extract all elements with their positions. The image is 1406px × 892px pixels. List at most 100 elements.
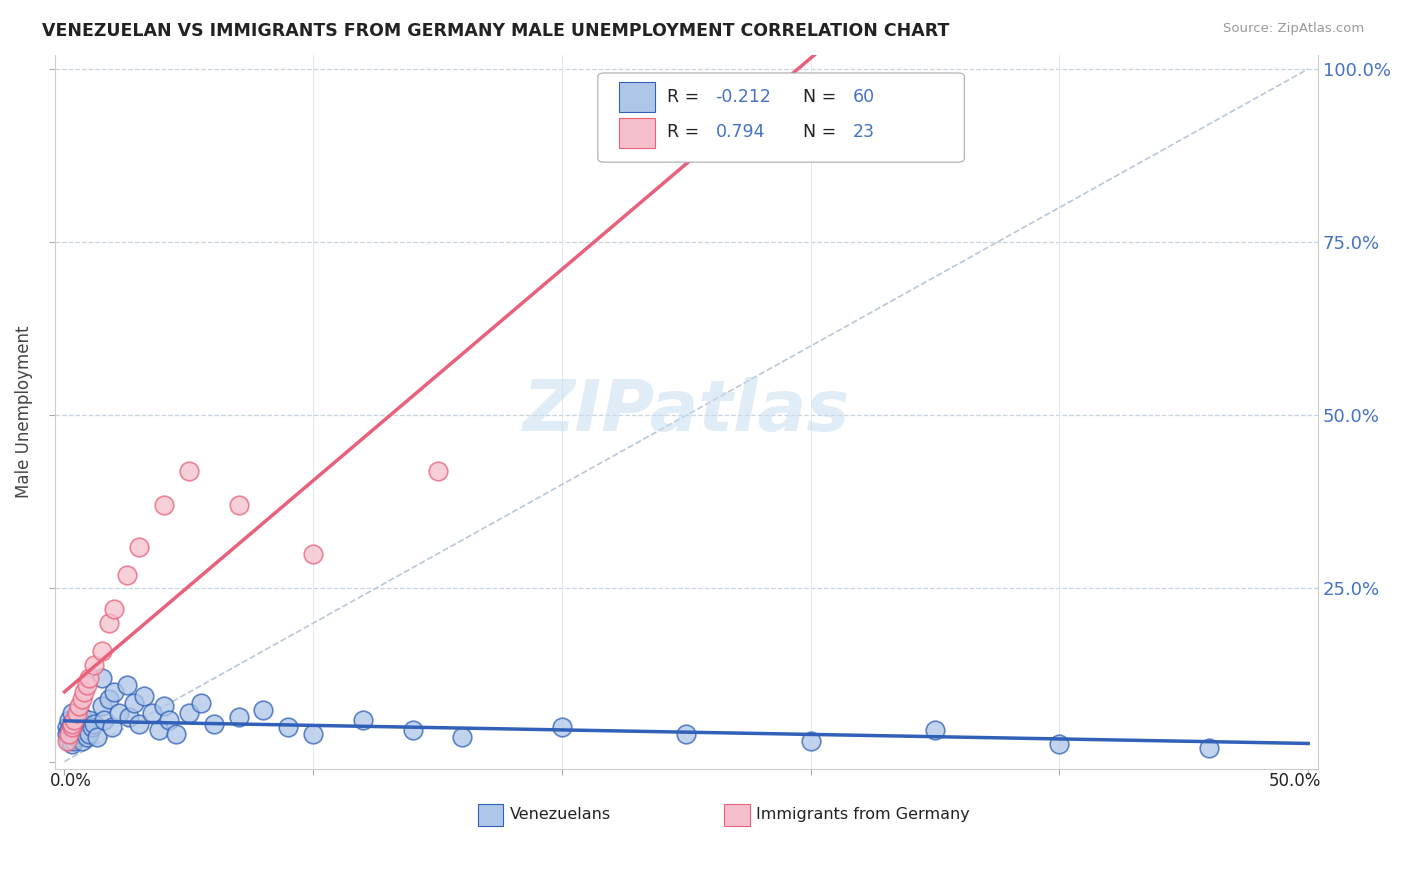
Point [67,699,90,714]
Point [79,713,101,727]
Point [83,657,105,672]
Point [60,706,83,720]
Point [63,734,86,748]
Point [80,720,103,734]
Point [426,464,449,478]
Point [58,734,80,748]
Point [90,699,112,714]
Text: 0.794: 0.794 [716,123,765,141]
Point [66,713,89,727]
Text: R =: R = [668,87,706,105]
Point [63,713,86,727]
Point [115,678,138,692]
Point [73,716,96,731]
Point [157,713,180,727]
Point [202,716,225,731]
Point [451,731,474,745]
Point [100,720,122,734]
Point [302,547,325,561]
Point [70,734,93,748]
Point [190,696,212,710]
Point [115,567,138,582]
Text: R =: R = [668,123,706,141]
Text: ZIPatlas: ZIPatlas [523,377,851,446]
Point [56,720,79,734]
FancyBboxPatch shape [598,73,965,162]
Point [228,709,250,723]
Point [277,720,299,734]
Point [58,723,80,738]
Point [177,706,200,720]
FancyBboxPatch shape [620,82,655,112]
Point [128,716,150,731]
Text: 0.0%: 0.0% [49,772,91,790]
Text: N =: N = [803,87,841,105]
Text: -0.212: -0.212 [716,87,772,105]
Point [90,672,112,686]
Point [63,727,86,741]
Point [70,709,93,723]
Point [73,723,96,738]
Point [1049,737,1071,751]
Text: 50.0%: 50.0% [1268,772,1320,790]
Point [76,731,98,745]
Point [60,716,83,731]
Text: Source: ZipAtlas.com: Source: ZipAtlas.com [1223,22,1364,36]
Point [66,706,89,720]
Point [56,727,79,741]
FancyBboxPatch shape [620,118,655,148]
Point [76,678,98,692]
Point [60,720,83,734]
Point [749,76,772,90]
Point [675,727,697,741]
Point [58,727,80,741]
Point [86,731,108,745]
Point [402,723,425,738]
Point [128,540,150,554]
Text: 23: 23 [853,123,875,141]
Point [148,723,170,738]
Point [103,685,125,699]
Point [79,672,101,686]
Point [56,734,79,748]
Point [352,713,374,727]
Point [177,464,200,478]
Point [153,699,176,714]
Point [132,689,155,703]
Point [73,685,96,699]
Text: 60: 60 [853,87,876,105]
Point [67,720,90,734]
Text: Immigrants from Germany: Immigrants from Germany [756,807,970,822]
FancyBboxPatch shape [724,805,749,826]
Point [60,737,83,751]
Point [103,602,125,616]
Point [1198,740,1220,755]
Point [60,716,83,731]
Point [58,713,80,727]
Point [90,644,112,658]
Point [122,696,145,710]
Point [551,720,574,734]
Point [108,706,131,720]
Y-axis label: Male Unemployment: Male Unemployment [15,326,32,498]
Point [60,731,83,745]
Text: VENEZUELAN VS IMMIGRANTS FROM GERMANY MALE UNEMPLOYMENT CORRELATION CHART: VENEZUELAN VS IMMIGRANTS FROM GERMANY MA… [42,22,949,40]
Point [98,616,121,631]
Text: Venezuelans: Venezuelans [509,807,610,822]
Point [924,723,946,738]
Point [67,727,90,741]
Point [66,731,89,745]
Point [165,727,187,741]
Point [98,692,121,706]
Point [252,703,274,717]
Point [66,723,89,738]
Point [141,706,163,720]
Point [93,713,115,727]
Point [63,716,86,731]
Text: N =: N = [803,123,841,141]
FancyBboxPatch shape [478,805,503,826]
Point [79,727,101,741]
Point [118,709,141,723]
Point [70,692,93,706]
Point [302,727,325,741]
